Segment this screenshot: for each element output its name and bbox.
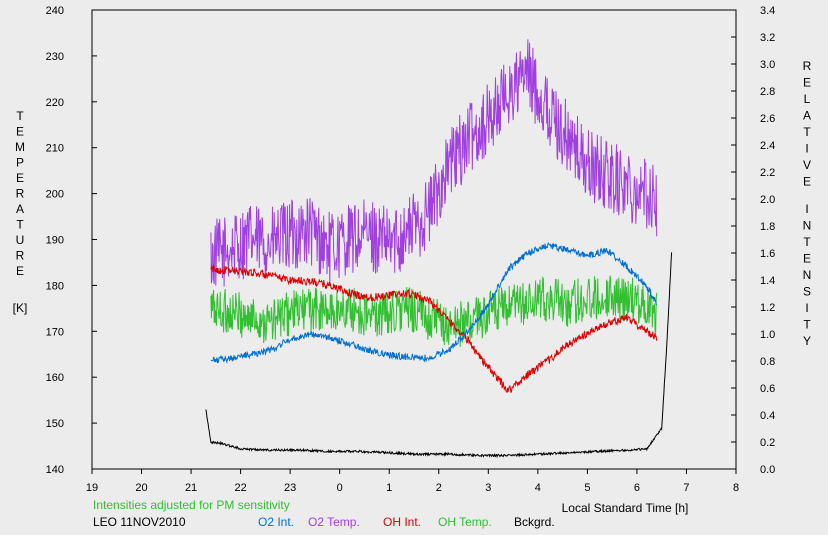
x-axis-label: Local Standard Time [h] xyxy=(562,501,689,515)
right-tick-label: 1.8 xyxy=(760,221,775,233)
left-tick-label: 240 xyxy=(46,5,64,17)
left-tick-label: 230 xyxy=(46,51,64,63)
right-tick-label: 0.4 xyxy=(760,410,775,422)
series-line-ohtemp xyxy=(210,275,658,347)
x-tick-label: 22 xyxy=(234,482,246,494)
legend-item: Bckgrd. xyxy=(514,515,555,529)
right-axis-letter: E xyxy=(803,175,811,189)
right-axis-letter: I xyxy=(805,142,808,156)
right-tick-label: 2.4 xyxy=(760,140,775,152)
right-tick-label: 1.2 xyxy=(760,302,775,314)
left-axis-letter: E xyxy=(16,171,24,185)
x-tick-label: 7 xyxy=(683,482,689,494)
note-text: Intensities adjusted for PM sensitivity xyxy=(93,498,290,512)
right-axis-letter: T xyxy=(803,318,811,332)
x-axis-ticks: 19 20 21 22 23 0 1 2 3 4 5 6 7 8 xyxy=(86,469,739,494)
left-axis-letter: T xyxy=(16,109,24,123)
right-axis-letter: N xyxy=(803,268,812,282)
left-axis-letter: U xyxy=(16,233,25,247)
right-tick-label: 2.6 xyxy=(760,113,775,125)
left-axis-letter: R xyxy=(16,187,25,201)
right-axis-letter: Y xyxy=(803,334,811,348)
left-tick-label: 140 xyxy=(46,464,64,476)
series-line-o2temp xyxy=(210,39,658,287)
left-tick-label: 190 xyxy=(46,235,64,247)
right-tick-label: 0.0 xyxy=(760,464,775,476)
left-tick-label: 180 xyxy=(46,280,64,292)
x-tick-label: 23 xyxy=(284,482,296,494)
x-tick-label: 19 xyxy=(86,482,98,494)
x-tick-label: 3 xyxy=(485,482,491,494)
x-tick-label: 2 xyxy=(436,482,442,494)
series-line-ohint xyxy=(210,264,658,393)
right-tick-label: 3.4 xyxy=(760,5,775,17)
left-axis-ticks: 140 150 160 170 180 190 200 210 220 230 240 xyxy=(46,5,97,476)
left-axis-unit: [K] xyxy=(13,301,28,315)
right-axis-letter: E xyxy=(803,76,811,90)
right-tick-label: 1.4 xyxy=(760,275,775,287)
x-tick-label: 4 xyxy=(535,482,541,494)
right-tick-label: 2.8 xyxy=(760,86,775,98)
legend: O2 Int. O2 Temp. OH Int. OH Temp. Bckgrd. xyxy=(258,515,555,529)
series-lines xyxy=(205,39,673,459)
right-axis-letter: N xyxy=(803,219,812,233)
right-axis-letter: T xyxy=(803,235,811,249)
right-tick-label: 0.8 xyxy=(760,356,775,368)
x-tick-label: 8 xyxy=(733,482,739,494)
series-line-bg xyxy=(205,252,673,459)
left-axis-letter: M xyxy=(15,140,25,154)
right-tick-label: 2.2 xyxy=(760,167,775,179)
right-axis-letter: E xyxy=(803,252,811,266)
series-line-o2int xyxy=(210,241,658,364)
right-axis-letter: T xyxy=(803,125,811,139)
left-axis-letter: R xyxy=(16,249,25,263)
x-tick-label: 5 xyxy=(584,482,590,494)
x-tick-label: 6 xyxy=(634,482,640,494)
left-axis-letter: T xyxy=(16,218,24,232)
right-tick-label: 3.2 xyxy=(760,32,775,44)
left-tick-label: 150 xyxy=(46,418,64,430)
right-tick-label: 2.0 xyxy=(760,194,775,206)
left-tick-label: 160 xyxy=(46,372,64,384)
legend-item: OH Temp. xyxy=(438,515,492,529)
x-tick-label: 20 xyxy=(135,482,147,494)
left-tick-label: 200 xyxy=(46,189,64,201)
right-axis-letter: I xyxy=(805,301,808,315)
left-tick-label: 210 xyxy=(46,143,64,155)
right-tick-label: 1.0 xyxy=(760,329,775,341)
left-axis-letter: E xyxy=(16,264,24,278)
right-tick-label: 0.2 xyxy=(760,437,775,449)
x-tick-label: 1 xyxy=(386,482,392,494)
right-tick-label: 1.6 xyxy=(760,248,775,260)
right-axis-ticks: 0.0 0.2 0.4 0.6 0.8 1.0 1.2 1.4 1.6 1.8 2.0 2.2 2.4 2… xyxy=(731,5,775,476)
legend-item: OH Int. xyxy=(383,515,421,529)
right-tick-label: 0.6 xyxy=(760,383,775,395)
plot-frame xyxy=(91,9,737,470)
x-tick-label: 0 xyxy=(337,482,343,494)
right-axis-letter: I xyxy=(805,202,808,216)
right-tick-label: 3.0 xyxy=(760,59,775,71)
left-tick-label: 220 xyxy=(46,97,64,109)
right-axis-letter: V xyxy=(803,158,811,172)
legend-item: O2 Int. xyxy=(258,515,294,529)
station-label: LEO 11NOV2010 xyxy=(93,515,186,529)
right-axis-letter: A xyxy=(803,109,811,123)
left-axis-letter: E xyxy=(16,125,24,139)
right-axis-letter: R xyxy=(803,59,812,73)
left-tick-label: 170 xyxy=(46,326,64,338)
x-tick-label: 21 xyxy=(185,482,197,494)
left-axis-letter: P xyxy=(16,156,24,170)
right-axis-letter: S xyxy=(803,285,811,299)
right-axis-letter: L xyxy=(804,92,811,106)
legend-item: O2 Temp. xyxy=(308,515,360,529)
left-axis-letter: A xyxy=(16,202,24,216)
